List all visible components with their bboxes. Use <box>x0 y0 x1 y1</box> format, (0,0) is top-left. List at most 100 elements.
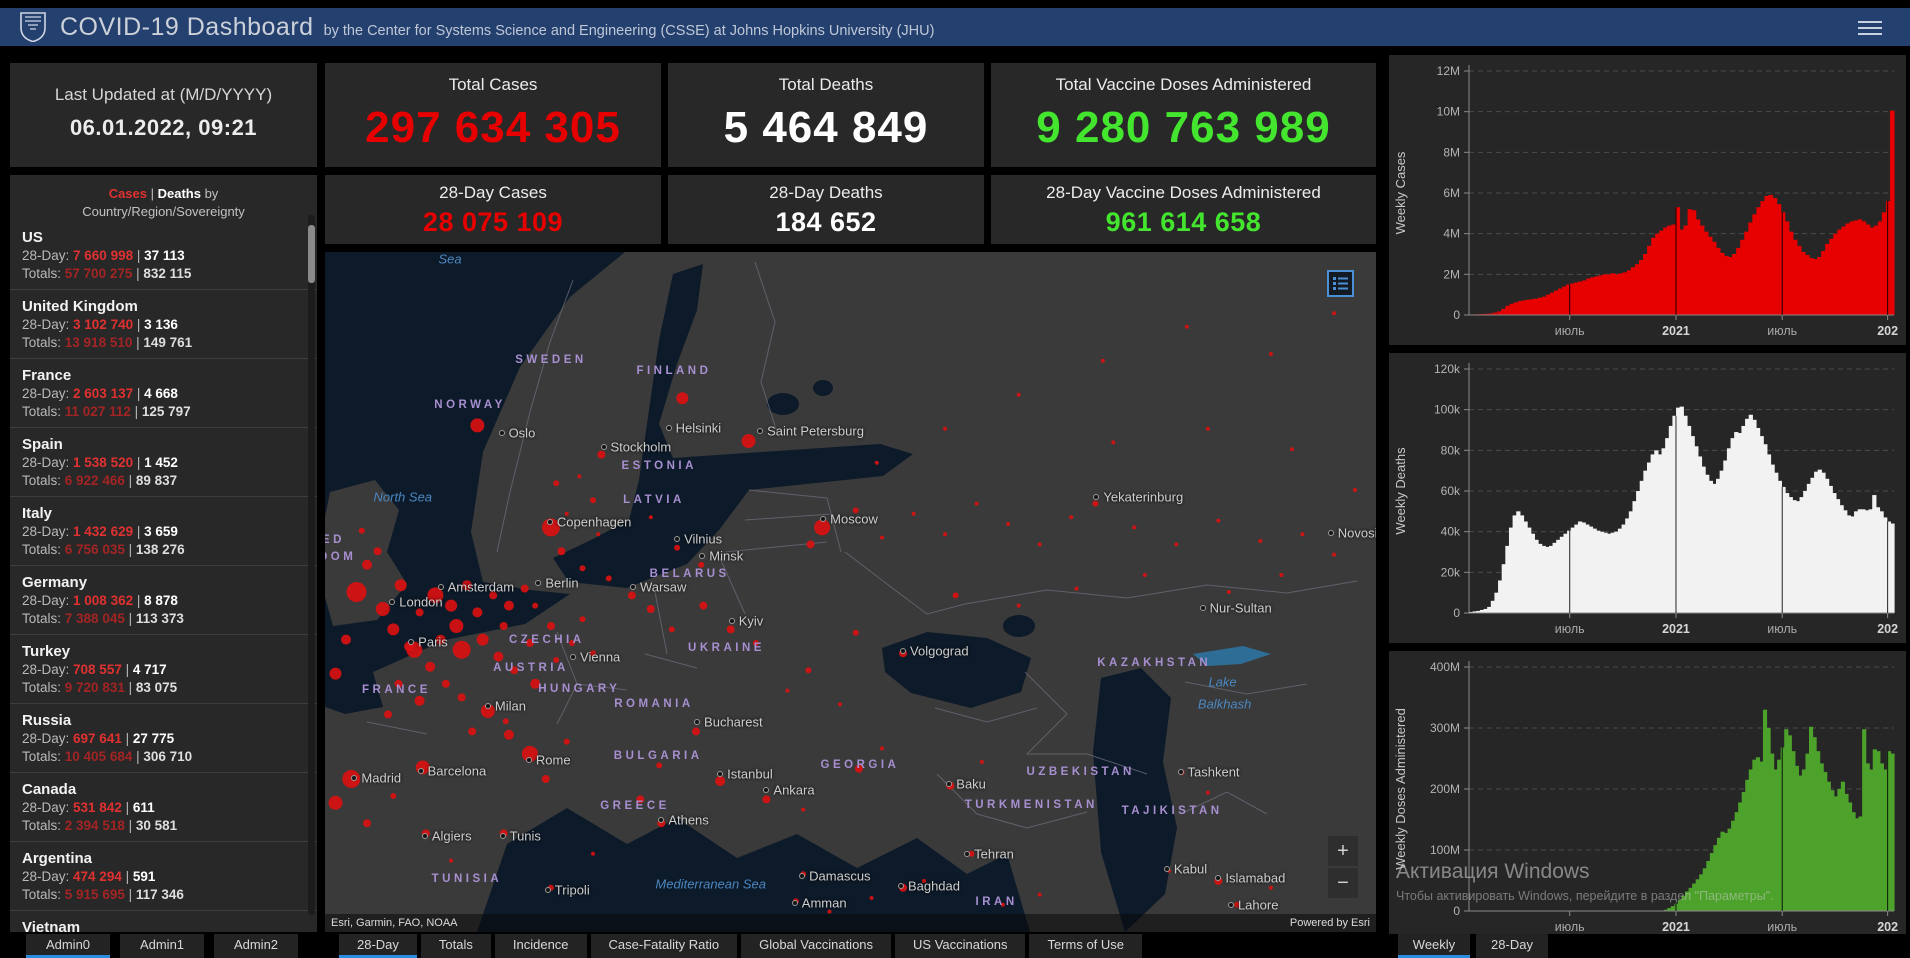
tab-metric-us-vaccinations[interactable]: US Vaccinations <box>895 934 1026 958</box>
case-dot[interactable] <box>1016 603 1021 608</box>
case-dot[interactable] <box>922 879 927 883</box>
country-row[interactable]: Spain 28-Day: 1 538 520 | 1 452 Totals: 6 … <box>10 428 317 497</box>
case-dot[interactable] <box>480 704 495 718</box>
case-dot[interactable] <box>445 599 458 612</box>
country-row[interactable]: Canada 28-Day: 531 842 | 611 Totals: 2 394… <box>10 773 317 842</box>
case-dot[interactable] <box>726 625 735 634</box>
case-dot[interactable] <box>805 667 812 674</box>
case-dot[interactable] <box>362 559 373 570</box>
case-dot[interactable] <box>1279 573 1284 577</box>
case-dot[interactable] <box>596 532 601 537</box>
case-dot[interactable] <box>1226 590 1231 594</box>
case-dot[interactable] <box>472 607 483 618</box>
case-dot[interactable] <box>979 760 984 764</box>
case-dot[interactable] <box>435 634 446 645</box>
case-dot[interactable] <box>390 793 397 799</box>
case-dot[interactable] <box>854 764 863 773</box>
case-dot[interactable] <box>373 547 382 556</box>
case-dot[interactable] <box>503 729 514 740</box>
case-dot[interactable] <box>590 650 597 657</box>
case-dot[interactable] <box>415 608 424 617</box>
case-dot[interactable] <box>1037 542 1042 547</box>
case-dot[interactable] <box>493 651 504 662</box>
scrollbar-thumb[interactable] <box>308 225 315 283</box>
case-dot[interactable] <box>541 775 550 783</box>
country-row[interactable]: Italy 28-Day: 1 432 629 | 3 659 Totals: 6 … <box>10 497 317 566</box>
case-dot[interactable] <box>801 807 806 812</box>
case-dot[interactable] <box>874 460 879 465</box>
case-dot[interactable] <box>785 688 790 693</box>
weekly-doses-chart[interactable]: 0 100M 200M 300M 400M июль 2021 июль 202 Weekly D… <box>1389 651 1906 941</box>
case-dot[interactable] <box>597 450 606 459</box>
case-dot[interactable] <box>974 501 979 506</box>
case-dot[interactable] <box>852 629 859 636</box>
case-dot[interactable] <box>541 518 560 537</box>
country-row[interactable]: Turkey 28-Day: 708 557 | 4 717 Totals: 9 7… <box>10 635 317 704</box>
case-dot[interactable] <box>648 515 653 520</box>
weekly-deaths-chart[interactable]: 0 20k 40k 60k 80k 100k 120k июль 2021 июль 202 Week… <box>1389 353 1906 643</box>
country-row[interactable]: Germany 28-Day: 1 008 362 | 8 878 Totals: … <box>10 566 317 635</box>
case-dot[interactable] <box>503 600 514 611</box>
case-dot[interactable] <box>489 591 498 600</box>
case-dot[interactable] <box>715 776 726 787</box>
case-dot[interactable] <box>692 727 701 736</box>
country-row[interactable]: Argentina 28-Day: 474 294 | 591 Totals: 5 … <box>10 842 317 911</box>
case-dot[interactable] <box>452 640 471 659</box>
case-dot[interactable] <box>1234 901 1241 908</box>
tab-admin-admin0[interactable]: Admin0 <box>26 934 110 958</box>
case-dot[interactable] <box>568 640 575 646</box>
case-dot[interactable] <box>674 544 681 551</box>
case-dot[interactable] <box>579 565 586 572</box>
case-dot[interactable] <box>476 633 489 646</box>
country-row[interactable]: US 28-Day: 7 660 998 | 37 113 Totals: 57 7… <box>10 221 317 290</box>
weekly-cases-chart[interactable]: 0 2M 4M 6M 8M 10M 12M июль 2021 июль 202 Weekly Cas… <box>1389 55 1906 345</box>
case-dot[interactable] <box>363 819 372 828</box>
case-dot[interactable] <box>520 584 529 593</box>
case-dot[interactable] <box>636 795 645 804</box>
tab-period-28-day[interactable]: 28-Day <box>1476 934 1548 958</box>
case-dot[interactable] <box>1111 440 1116 445</box>
tab-metric-totals[interactable]: Totals <box>420 934 491 958</box>
case-dot[interactable] <box>563 738 570 745</box>
case-dot[interactable] <box>869 896 874 900</box>
case-dot[interactable] <box>1174 542 1179 547</box>
case-dot[interactable] <box>532 602 539 609</box>
country-list-scrollbar[interactable] <box>308 215 315 915</box>
case-dot[interactable] <box>502 718 509 725</box>
case-dot[interactable] <box>752 640 759 646</box>
case-dot[interactable] <box>341 634 352 645</box>
case-dot[interactable] <box>646 605 655 613</box>
case-dot[interactable] <box>1184 324 1189 329</box>
country-row[interactable]: United Kingdom 28-Day: 3 102 740 | 3 136 T… <box>10 290 317 359</box>
case-dot[interactable] <box>579 616 586 623</box>
case-dot[interactable] <box>564 511 569 516</box>
tab-admin-admin1[interactable]: Admin1 <box>120 934 204 958</box>
case-dot[interactable] <box>1037 892 1042 897</box>
case-dot[interactable] <box>468 727 477 736</box>
case-dot[interactable] <box>762 795 771 804</box>
case-dot[interactable] <box>414 695 425 706</box>
case-dot[interactable] <box>384 710 393 719</box>
case-dot[interactable] <box>427 587 444 604</box>
case-dot[interactable] <box>406 641 423 658</box>
case-dot[interactable] <box>425 661 436 672</box>
case-dot[interactable] <box>668 626 675 633</box>
case-dot[interactable] <box>557 547 566 556</box>
case-dot[interactable] <box>394 579 407 592</box>
case-dot[interactable] <box>605 575 612 582</box>
case-dot[interactable] <box>470 418 485 433</box>
case-dot[interactable] <box>1268 885 1273 890</box>
country-row[interactable]: Vietnam28-Day: 463 181 | 6 545 <box>10 911 317 932</box>
tab-metric-incidence[interactable]: Incidence <box>494 934 587 958</box>
case-dot[interactable] <box>1074 586 1079 591</box>
case-dot[interactable] <box>943 426 948 431</box>
zoom-out-button[interactable]: − <box>1328 868 1358 898</box>
tab-period-weekly[interactable]: Weekly <box>1398 934 1470 958</box>
country-row[interactable]: France 28-Day: 2 603 137 | 4 668 Totals: 1… <box>10 359 317 428</box>
case-dot[interactable] <box>827 909 832 914</box>
case-dot[interactable] <box>837 702 842 707</box>
case-dot[interactable] <box>553 480 560 487</box>
tab-admin-admin2[interactable]: Admin2 <box>214 934 298 958</box>
case-dot[interactable] <box>346 582 367 602</box>
case-dot[interactable] <box>676 392 689 405</box>
